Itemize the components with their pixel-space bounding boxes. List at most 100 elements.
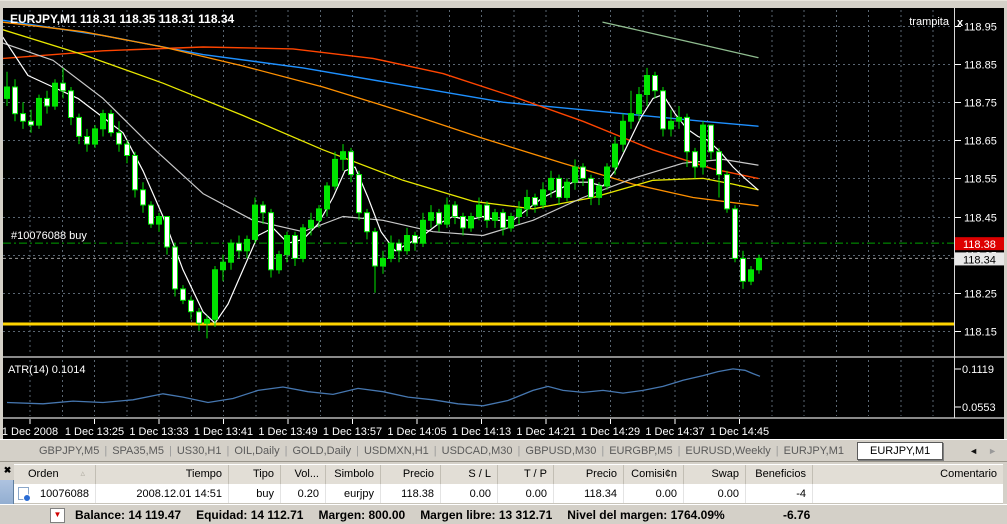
current-price-badge xyxy=(955,252,1004,266)
time-axis-label: 1 Dec 14:05 xyxy=(387,426,446,438)
tab-separator: | xyxy=(226,444,230,457)
chart-tabs: GBPJPY,M5 | SPA35,M5 | US30,H1 | OIL,Daily | GOL… xyxy=(34,441,944,460)
time-axis-label: 1 Dec 13:41 xyxy=(194,426,253,438)
chart-tab-gbpusd-m30[interactable]: GBPUSD,M30 xyxy=(525,444,597,457)
price-axis-label: 118.55 xyxy=(964,174,997,186)
tab-scroll-left-icon[interactable]: ◄ xyxy=(969,446,979,456)
ma-blue xyxy=(3,19,759,127)
time-axis-label: 1 Dec 13:49 xyxy=(258,426,317,438)
atr-axis-label: 0.1119 xyxy=(962,364,994,376)
order-row[interactable]: 10076088 2008.12.01 14:51 buy 0.20 eurjp… xyxy=(14,484,1003,504)
price-axis-label: 118.15 xyxy=(964,327,997,339)
account-status-bar: ▼ Balance: 14 119.47 Equidad: 14 112.71 … xyxy=(0,504,1007,524)
order-ticket-icon xyxy=(18,487,31,502)
time-axis-label: 1 Dec 14:21 xyxy=(516,426,575,438)
orders-table-header: Orden ▵ Tiempo Tipo Vol... Simbolo Preci… xyxy=(14,464,1003,485)
column-volumen[interactable]: Vol... xyxy=(281,465,326,484)
atr-indicator-label: ATR(14) 0.1014 xyxy=(8,364,85,376)
order-price-badge-value: 118.38 xyxy=(963,239,996,251)
order-cell-precio: 118.38 xyxy=(381,484,441,503)
order-cell-tipo: buy xyxy=(229,484,281,503)
chart-tab-us30-h1[interactable]: US30,H1 xyxy=(176,444,222,457)
chart-tab-eurgbp-m5[interactable]: EURGBP,M5 xyxy=(609,444,673,457)
column-precio-actual[interactable]: Precio xyxy=(554,465,624,484)
chart-title-ohlc: EURJPY,M1 118.31 118.35 118.31 118.34 xyxy=(10,12,235,26)
free-margin-value: Margen libre: 13 312.71 xyxy=(420,508,553,522)
price-chart[interactable]: 118.95 118.85 118.75 118.65 118.55 118.45 118.… xyxy=(3,8,1004,439)
terminal-close-icon[interactable]: ✖ xyxy=(3,465,12,475)
tab-scroll-right-icon[interactable]: ► xyxy=(988,446,997,456)
column-swap[interactable]: Swap xyxy=(684,465,746,484)
chart-tab-gold-daily[interactable]: GOLD,Daily xyxy=(292,444,352,457)
tab-separator: | xyxy=(517,444,521,457)
candles xyxy=(4,67,762,339)
order-cell-swap: 0.00 xyxy=(684,484,746,503)
atr-axis-label: 0.0553 xyxy=(962,402,996,414)
order-cell-volumen: 0.20 xyxy=(281,484,326,503)
chart-tab-gbpjpy-m5[interactable]: GBPJPY,M5 xyxy=(39,444,100,457)
tab-separator: | xyxy=(284,444,288,457)
margin-value: Margen: 800.00 xyxy=(318,508,406,522)
order-cell-tp: 0.00 xyxy=(498,484,554,503)
tab-separator: | xyxy=(433,444,437,457)
chart-tab-usdmxn-h1[interactable]: USDMXN,H1 xyxy=(363,444,429,457)
time-axis-label: 1 Dec 14:13 xyxy=(452,426,511,438)
price-axis-label: 118.25 xyxy=(964,289,997,301)
tab-separator: | xyxy=(168,444,172,457)
column-comision[interactable]: Comisi¢n xyxy=(624,465,684,484)
column-tiempo[interactable]: Tiempo xyxy=(96,465,229,484)
price-axis-label: 118.75 xyxy=(964,98,997,110)
time-axis-label: 1 Dec 14:45 xyxy=(710,426,769,438)
column-precio-apertura[interactable]: Precio xyxy=(381,465,441,484)
order-cell-sl: 0.00 xyxy=(441,484,498,503)
expert-advisor-name: trampita xyxy=(909,16,950,28)
column-label: Orden xyxy=(28,468,59,480)
account-summary: Balance: 14 119.47 Equidad: 14 112.71 Ma… xyxy=(75,508,725,522)
trendline-palegreen xyxy=(602,21,759,59)
column-tipo[interactable]: Tipo xyxy=(229,465,281,484)
chart-tab-spa35-m5[interactable]: SPA35,M5 xyxy=(112,444,164,457)
time-axis-label: 1 Dec 14:29 xyxy=(581,426,640,438)
order-cell-orden: 10076088 xyxy=(14,484,96,503)
floating-profit-value: -6.76 xyxy=(783,508,811,522)
current-price-badge-value: 118.34 xyxy=(963,254,996,266)
chart-tab-eurjpy-m1-active[interactable]: EURJPY,M1 xyxy=(856,441,944,460)
column-orden[interactable]: Orden ▵ xyxy=(14,465,96,484)
chart-tab-eurusd-weekly[interactable]: EURUSD,Weekly xyxy=(685,444,771,457)
ma-silver xyxy=(3,42,759,237)
chart-tab-eurjpy-m1[interactable]: EURJPY,M1 xyxy=(783,444,844,457)
order-cell-comentario xyxy=(813,484,1003,503)
sort-asc-icon: ▵ xyxy=(80,468,85,478)
column-comentario[interactable]: Comentario xyxy=(940,468,997,480)
price-axis-label: 118.95 xyxy=(964,22,997,34)
pane-separator xyxy=(3,356,1004,358)
order-cell-simbolo: eurjpy xyxy=(326,484,381,503)
chart-tab-usdcad-m30[interactable]: USDCAD,M30 xyxy=(441,444,513,457)
tab-separator: | xyxy=(104,444,108,457)
pane-separator xyxy=(3,417,1004,419)
column-sl[interactable]: S / L xyxy=(441,465,498,484)
time-axis-label: 1 Dec 2008 xyxy=(3,426,58,438)
price-axis-label: 118.65 xyxy=(964,136,997,148)
order-ticket: 10076088 xyxy=(40,488,89,500)
column-simbolo[interactable]: Simbolo xyxy=(326,465,381,484)
tab-separator: | xyxy=(356,444,359,457)
tab-separator: | xyxy=(775,444,779,457)
atr-line xyxy=(6,368,761,407)
chart-close-icon[interactable]: x xyxy=(957,17,964,29)
order-cell-comision: 0.00 xyxy=(624,484,684,503)
time-axis-label: 1 Dec 13:33 xyxy=(129,426,188,438)
tab-scroll-arrows: ◄ ► xyxy=(969,446,997,456)
chart-window[interactable]: 118.95 118.85 118.75 118.65 118.55 118.45 118.… xyxy=(3,8,1004,439)
price-axis-label: 118.45 xyxy=(964,213,997,225)
column-tp[interactable]: T / P xyxy=(498,465,554,484)
time-axis-label: 1 Dec 13:25 xyxy=(65,426,124,438)
terminal-panel: ✖ Orden ▵ Tiempo Tipo Vol... Simbolo Pre… xyxy=(0,461,1007,524)
time-axis-label: 1 Dec 14:37 xyxy=(645,426,704,438)
balance-value: Balance: 14 119.47 xyxy=(75,508,182,522)
chart-tab-oil-daily[interactable]: OIL,Daily xyxy=(234,444,280,457)
equity-value: Equidad: 14 112.71 xyxy=(196,508,304,522)
column-beneficios[interactable]: Beneficios xyxy=(746,465,813,484)
time-axis-label: 1 Dec 13:57 xyxy=(323,426,382,438)
